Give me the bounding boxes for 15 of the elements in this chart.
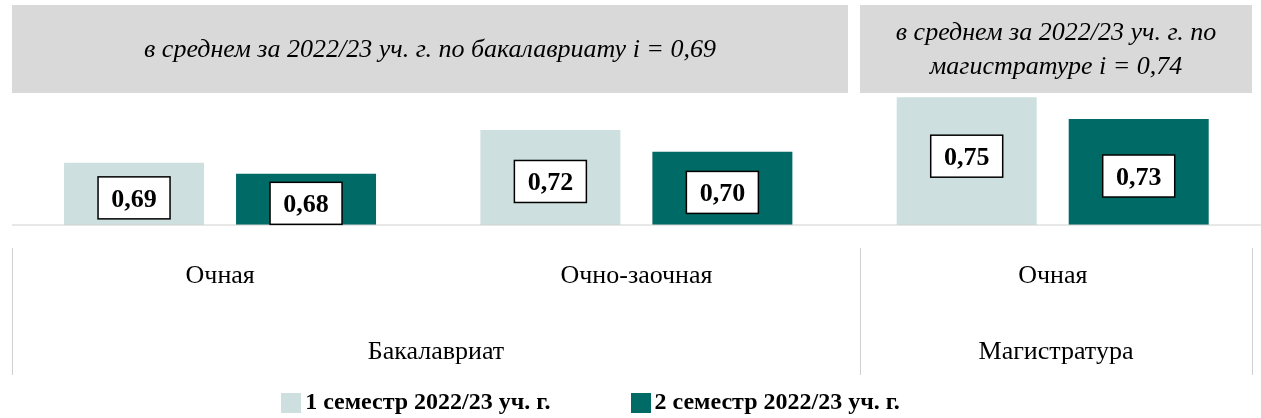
data-label: 0,72 <box>527 167 574 197</box>
text: в среднем за 2022/23 уч. г. по магистратуре i = 0,74 <box>860 5 1252 93</box>
data-label: 0,68 <box>283 189 329 219</box>
data-label: 0,70 <box>699 178 746 208</box>
data-label: 0,73 <box>1115 162 1162 192</box>
text: Магистратура <box>977 336 1135 366</box>
text: в среднем за 2022/23 уч. г. по бакалавриату i = 0,69 <box>12 5 848 93</box>
data-label: 0,75 <box>943 142 990 172</box>
x-tick-label: Очная <box>185 260 255 289</box>
x-tick-label: Очно-заочная <box>560 260 713 289</box>
text: Бакалавриат <box>366 336 506 366</box>
legend-label: 1 семестр 2022/23 уч. г. <box>305 388 551 414</box>
legend-label: 2 семестр 2022/23 уч. г. <box>654 388 900 414</box>
data-label: 0,69 <box>111 183 157 213</box>
x-tick-label: Очная <box>1018 260 1088 289</box>
